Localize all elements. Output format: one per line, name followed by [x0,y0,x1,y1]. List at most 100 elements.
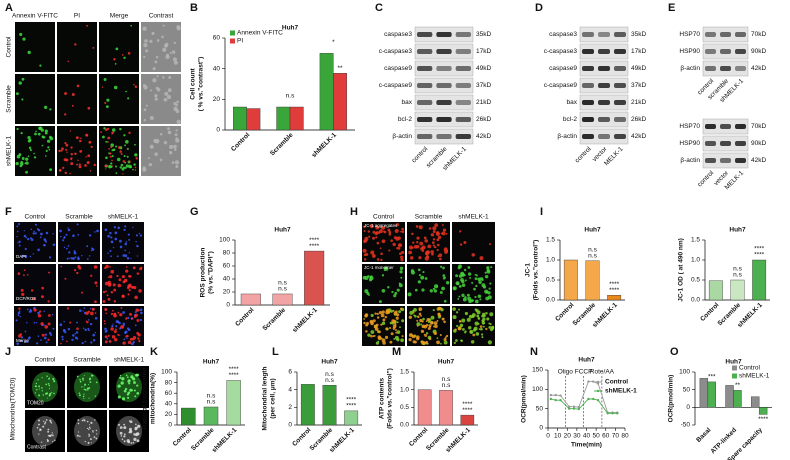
cell-dot [473,287,476,291]
cell-dot [44,325,48,329]
cell-dot [474,295,477,299]
cell-dot [133,381,136,384]
cell-dot [124,166,127,170]
row-label: Scramble [6,85,13,113]
size-label: 42kD [631,133,646,140]
cell-dot [16,230,19,233]
cell-dot [68,257,71,259]
cell-dot [479,277,484,281]
micrograph [57,74,97,124]
cell-dot [81,419,84,422]
protein-label: c-caspase9 [544,82,578,89]
blot-band [705,32,716,37]
cell-dot [40,232,43,236]
cell-dot [390,332,394,336]
row-label: JC-1 monomer [364,265,394,270]
blot-band [598,117,610,122]
cell-dot [462,327,465,331]
cell-dot [130,285,134,289]
cell-dot [65,247,68,250]
cell-dot [121,397,126,401]
cell-dot [66,151,68,153]
cell-dot [380,337,383,340]
significance: n.s [286,93,295,100]
cell-dot [459,243,463,246]
chart-title: Huh7 [203,359,220,366]
cell-dot [474,277,478,281]
cell-dot [127,391,131,395]
cell-dot [394,323,397,326]
cell-dot [428,227,432,230]
micrograph [141,74,181,124]
size-label: 21kD [631,99,646,106]
cell-dot [64,142,67,145]
chart-title: Huh7 [274,227,291,234]
cell-dot [87,319,90,321]
cell-dot [134,395,137,398]
blot-band [614,117,626,122]
cell-dot [393,337,396,340]
cell-dot [81,254,83,257]
cell-dot [482,285,487,289]
blot-band [720,49,731,54]
cell-dot [87,154,91,158]
cell-dot [121,326,124,329]
x-tick-label: 20 [564,433,572,440]
significance: n.s [325,371,334,378]
cell-dot [43,422,46,425]
cell-dot [453,341,456,345]
cell-dot [417,268,421,272]
cell-dot [489,328,493,332]
cell-dot [110,327,114,331]
y-axis-label: JC-1 OD ( at 490 nm) [678,238,685,302]
cell-dot [115,165,118,168]
y-axis-label: (per cell, μm) [270,378,277,418]
cell-dot [75,136,79,140]
blot-band [455,83,471,88]
significance: **** [309,243,320,250]
cell-dot [104,327,107,331]
bar [607,295,622,301]
column-header: Annexin V-FITC [12,13,58,20]
cell-dot [468,314,473,319]
cell-dot [124,242,128,246]
bar [725,385,734,408]
blot-band [582,32,594,37]
bar [233,106,247,131]
cell-dot [86,427,89,430]
cell-dot [430,233,435,237]
cell-dot [471,253,475,257]
cell-dot [462,297,467,302]
cell-dot [107,234,110,238]
cell-dot [433,331,437,336]
cell-dot [401,250,405,255]
cell-dot [127,340,132,345]
cell-dot [479,298,482,301]
cell-dot [95,429,98,432]
cell-dot [125,164,129,168]
cell-dot [107,334,110,337]
cell-dot [445,249,449,253]
marker [587,380,590,383]
cell-dot [376,258,380,261]
cell-dot [67,327,71,331]
cell-dot [36,388,38,391]
marker [549,397,553,401]
cell-dot [471,315,475,319]
cell-dot [126,337,128,340]
cell-dot [86,24,89,27]
cell-dot [83,393,85,395]
cell-dot [136,384,139,387]
cell-dot [94,332,97,334]
cell-dot [138,232,141,235]
cell-dot [37,248,40,252]
cell-dot [121,275,125,279]
cell-dot [365,330,368,333]
cell-dot [64,277,67,280]
legend-swatch [230,30,235,36]
column-header: Merge [110,13,129,20]
size-label: 70kD [751,31,766,38]
cell-dot [113,300,117,303]
cell-dot [152,78,157,83]
cell-dot [119,150,122,153]
